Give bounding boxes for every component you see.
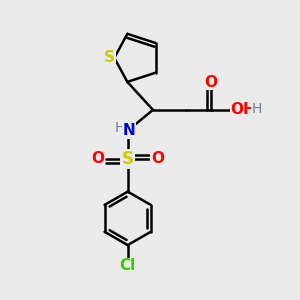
Text: N: N <box>123 123 136 138</box>
Text: H: H <box>114 121 124 135</box>
Text: Cl: Cl <box>120 258 136 273</box>
Text: O: O <box>92 152 104 166</box>
Text: S: S <box>122 150 134 168</box>
Text: O: O <box>204 75 218 90</box>
Text: S: S <box>104 50 116 65</box>
Text: H: H <box>251 102 262 116</box>
Text: OH: OH <box>231 102 256 117</box>
Text: O: O <box>151 152 164 166</box>
